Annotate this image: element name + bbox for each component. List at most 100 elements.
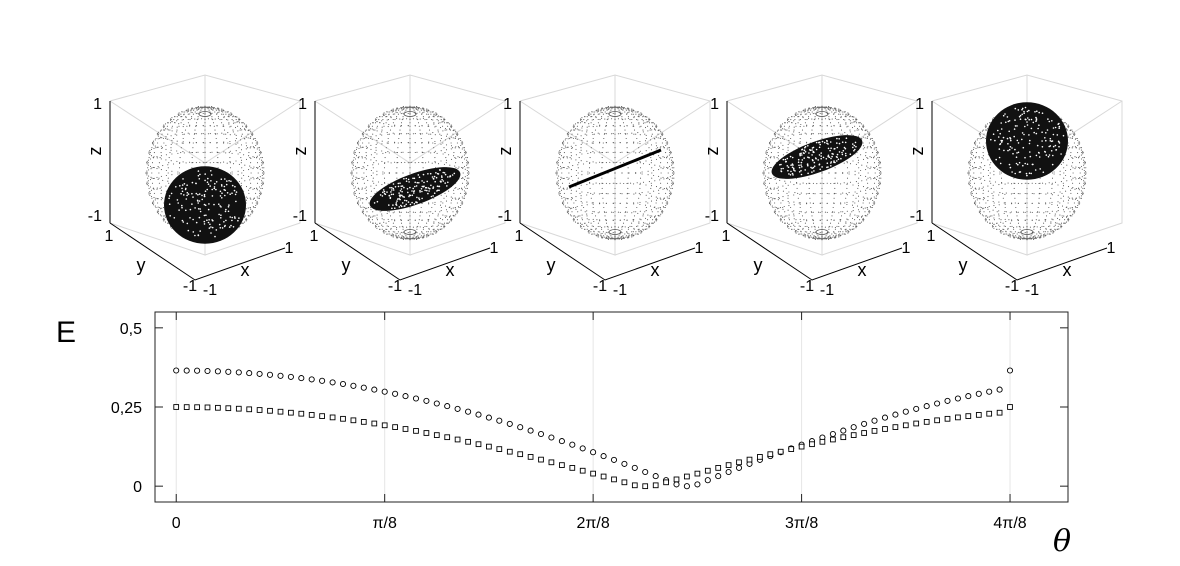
wire-dot xyxy=(434,161,436,163)
wire-dot xyxy=(845,230,847,232)
wire-dot xyxy=(409,231,411,233)
wire-dot xyxy=(195,107,197,109)
wire-dot xyxy=(148,175,150,177)
wire-dot xyxy=(249,147,251,149)
wire-dot xyxy=(579,152,581,154)
wire-dot xyxy=(619,219,621,221)
wire-dot xyxy=(802,234,804,236)
wire-dot xyxy=(599,231,601,233)
wire-dot xyxy=(426,233,428,236)
wire-dot xyxy=(848,192,850,194)
wire-dot xyxy=(601,227,603,229)
wire-dot xyxy=(857,157,859,159)
wire-dot xyxy=(182,111,184,113)
wire-dot xyxy=(819,232,821,234)
wire-dot xyxy=(561,141,564,143)
wire-dot xyxy=(258,179,261,181)
wire-dot xyxy=(602,108,604,110)
wire-dot xyxy=(412,236,414,238)
wire-dot xyxy=(365,175,367,177)
wire-dot xyxy=(868,212,870,214)
wire-dot xyxy=(672,184,674,186)
wire-dot xyxy=(396,177,398,179)
wire-dot xyxy=(561,182,564,184)
wire-dot xyxy=(148,193,150,195)
wire-dot xyxy=(409,109,411,111)
wire-dot xyxy=(633,151,635,153)
wire-dot xyxy=(167,222,169,224)
wire-dot xyxy=(358,197,360,199)
wire-dot xyxy=(580,149,582,151)
state-speckle xyxy=(186,184,188,186)
wire-dot xyxy=(598,151,600,153)
wire-dot xyxy=(780,124,782,126)
wire-dot xyxy=(454,137,456,140)
state-speckle xyxy=(198,216,201,219)
wire-dot xyxy=(434,126,436,128)
wire-dot xyxy=(190,111,192,113)
wire-dot xyxy=(600,235,602,237)
wire-dot xyxy=(814,118,816,120)
wire-dot xyxy=(658,215,660,217)
wire-dot xyxy=(395,111,397,113)
wire-dot xyxy=(838,236,840,238)
wire-dot xyxy=(614,106,616,108)
wire-dot xyxy=(434,143,436,145)
wire-dot xyxy=(804,108,806,110)
wire-dot xyxy=(247,147,249,149)
wire-dot xyxy=(849,131,851,133)
wire-dot xyxy=(231,119,233,121)
wire-dot xyxy=(848,171,850,173)
wire-dot xyxy=(392,231,394,233)
wire-dot xyxy=(649,139,652,141)
wire-dot xyxy=(854,174,856,176)
wire-dot xyxy=(661,209,663,212)
wire-dot xyxy=(836,225,838,227)
wire-dot xyxy=(856,192,858,194)
wire-dot xyxy=(414,162,416,164)
wire-dot xyxy=(765,152,767,154)
wire-dot xyxy=(601,177,603,179)
wire-dot xyxy=(620,108,622,110)
wire-dot xyxy=(157,206,159,208)
wire-dot xyxy=(263,172,265,174)
wire-dot xyxy=(157,133,160,135)
state-speckle xyxy=(187,229,190,232)
wire-dot xyxy=(574,215,576,217)
wire-dot xyxy=(261,180,263,182)
wire-dot xyxy=(146,181,148,183)
wire-dot xyxy=(876,176,878,178)
state-speckle xyxy=(226,180,228,182)
wire-dot xyxy=(869,211,871,213)
wire-dot xyxy=(638,123,640,125)
wire-dot xyxy=(440,201,442,203)
wire-dot xyxy=(261,182,263,184)
wire-dot xyxy=(385,122,387,124)
wire-dot xyxy=(633,129,636,131)
state-speckle xyxy=(416,196,418,199)
wire-dot xyxy=(880,177,882,179)
wire-dot xyxy=(580,195,582,197)
wire-dot xyxy=(612,219,614,221)
state-speckle xyxy=(198,200,201,202)
wire-dot xyxy=(597,108,599,110)
state-speckle xyxy=(423,185,425,187)
state-speckle xyxy=(408,181,410,183)
wire-dot xyxy=(364,206,366,209)
wire-dot xyxy=(651,222,653,224)
wire-dot xyxy=(662,138,664,140)
wire-dot xyxy=(624,215,626,217)
wire-dot xyxy=(409,129,411,131)
wire-dot xyxy=(228,113,230,115)
state-speckle xyxy=(447,181,449,184)
wire-dot xyxy=(210,107,212,109)
wire-dot xyxy=(635,231,637,233)
wire-dot xyxy=(612,162,614,164)
wire-dot xyxy=(455,157,457,159)
wire-dot xyxy=(171,139,173,141)
wire-dot xyxy=(422,237,424,239)
wire-dot xyxy=(149,194,151,196)
wire-dot xyxy=(560,195,563,198)
wire-dot xyxy=(364,208,366,210)
wire-dot xyxy=(435,230,437,232)
